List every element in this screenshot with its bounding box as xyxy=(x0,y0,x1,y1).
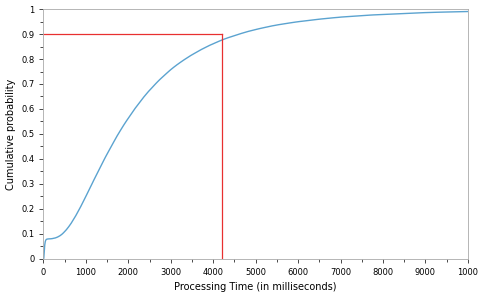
X-axis label: Processing Time (in milliseconds): Processing Time (in milliseconds) xyxy=(174,283,337,292)
Y-axis label: Cumulative probability: Cumulative probability xyxy=(5,78,15,190)
